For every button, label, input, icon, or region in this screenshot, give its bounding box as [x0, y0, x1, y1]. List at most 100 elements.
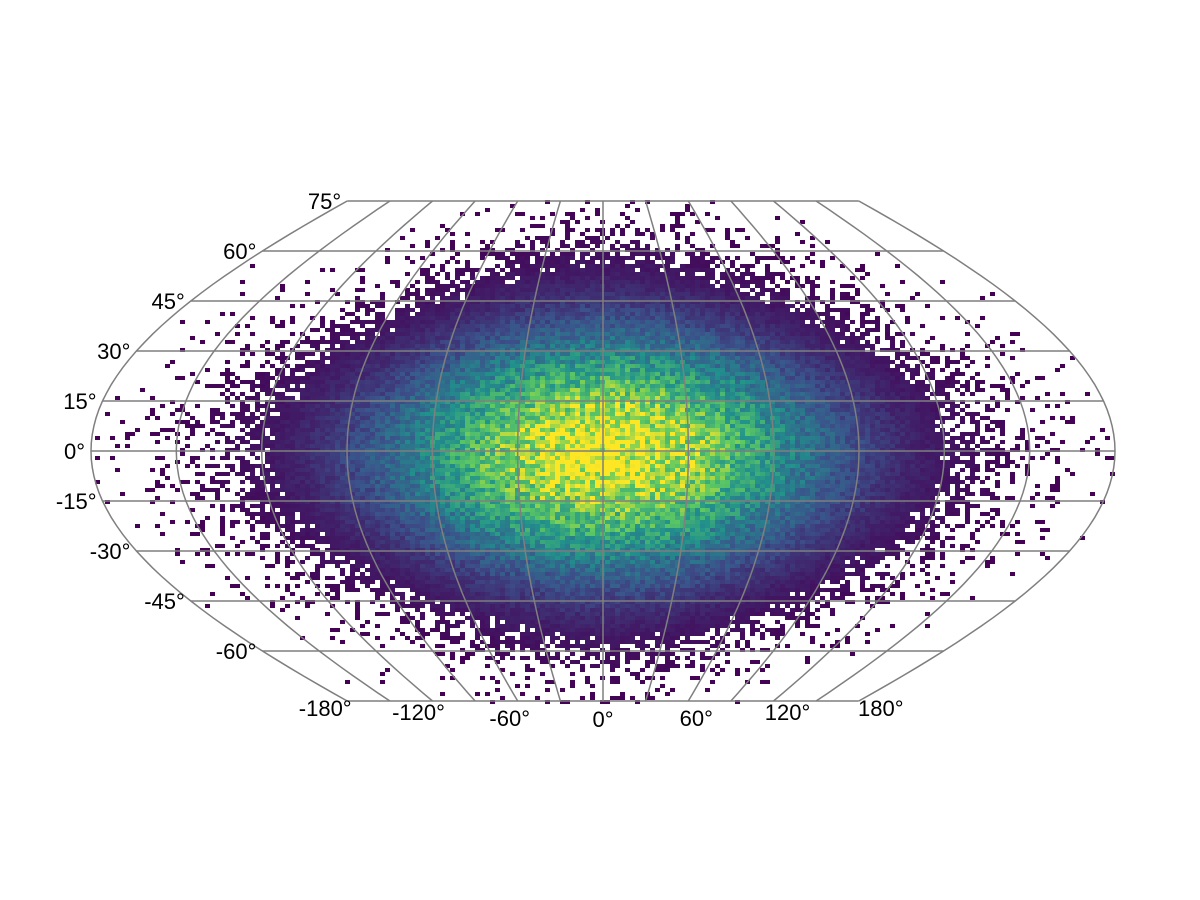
density-cell: [770, 356, 775, 360]
density-cell: [380, 408, 385, 412]
density-cell: [860, 276, 865, 280]
density-cell: [695, 280, 700, 284]
density-cell: [620, 336, 625, 340]
density-cell: [870, 356, 875, 360]
density-cell: [685, 300, 690, 304]
density-cell: [795, 388, 800, 392]
density-cell: [345, 416, 350, 420]
density-cell: [685, 280, 690, 284]
density-cell: [635, 244, 640, 248]
density-cell: [730, 308, 735, 312]
density-cell: [755, 280, 760, 284]
density-cell: [595, 324, 600, 328]
density-cell: [590, 356, 595, 360]
density-cell: [435, 404, 440, 408]
density-cell: [815, 396, 820, 400]
density-cell: [435, 368, 440, 372]
density-cell: [490, 364, 495, 368]
density-cell: [890, 420, 895, 424]
density-cell: [330, 408, 335, 412]
density-cell: [745, 356, 750, 360]
density-cell: [495, 348, 500, 352]
density-cell: [330, 348, 335, 352]
density-cell: [720, 292, 725, 296]
density-cell: [740, 320, 745, 324]
density-cell: [550, 312, 555, 316]
density-cell: [350, 356, 355, 360]
density-cell: [540, 280, 545, 284]
density-cell: [580, 260, 585, 264]
density-cell: [480, 376, 485, 380]
density-cell: [625, 284, 630, 288]
density-cell: [790, 376, 795, 380]
density-cell: [485, 300, 490, 304]
density-cell: [980, 296, 985, 300]
density-cell: [520, 292, 525, 296]
density-cell: [645, 276, 650, 280]
density-cell: [930, 408, 935, 412]
density-cell: [870, 320, 875, 324]
density-cell: [795, 376, 800, 380]
density-cell: [735, 416, 740, 420]
density-cell: [355, 372, 360, 376]
density-cell: [950, 360, 955, 364]
density-cell: [465, 244, 470, 248]
density-cell: [315, 372, 320, 376]
density-cell: [495, 356, 500, 360]
density-cell: [330, 404, 335, 408]
density-cell: [490, 304, 495, 308]
density-cell: [450, 300, 455, 304]
density-cell: [210, 384, 215, 388]
density-cell: [265, 420, 270, 424]
density-cell: [480, 420, 485, 424]
density-cell: [740, 344, 745, 348]
density-cell: [865, 364, 870, 368]
density-cell: [325, 328, 330, 332]
density-heatmap: [95, 200, 1115, 704]
density-cell: [570, 392, 575, 396]
density-cell: [300, 412, 305, 416]
density-cell: [340, 364, 345, 368]
density-cell: [760, 360, 765, 364]
density-cell: [465, 400, 470, 404]
density-cell: [570, 300, 575, 304]
density-cell: [355, 384, 360, 388]
density-cell: [320, 316, 325, 320]
density-cell: [505, 384, 510, 388]
density-cell: [540, 320, 545, 324]
density-cell: [475, 368, 480, 372]
density-cell: [870, 396, 875, 400]
density-cell: [790, 324, 795, 328]
density-cell: [410, 400, 415, 404]
density-cell: [275, 372, 280, 376]
density-cell: [685, 332, 690, 336]
density-cell: [190, 416, 195, 420]
density-cell: [890, 348, 895, 352]
density-cell: [670, 252, 675, 256]
density-cell: [575, 240, 580, 244]
density-cell: [640, 344, 645, 348]
density-cell: [810, 344, 815, 348]
density-cell: [580, 336, 585, 340]
density-cell: [530, 296, 535, 300]
density-cell: [960, 348, 965, 352]
density-cell: [720, 320, 725, 324]
density-cell: [745, 416, 750, 420]
density-cell: [615, 320, 620, 324]
density-cell: [345, 384, 350, 388]
density-cell: [180, 376, 185, 380]
density-cell: [495, 252, 500, 256]
density-cell: [635, 284, 640, 288]
density-cell: [265, 412, 270, 416]
density-cell: [770, 408, 775, 412]
density-cell: [550, 356, 555, 360]
density-cell: [455, 376, 460, 380]
density-cell: [670, 316, 675, 320]
density-cell: [355, 300, 360, 304]
density-cell: [680, 412, 685, 416]
density-cell: [825, 412, 830, 416]
density-cell: [355, 364, 360, 368]
density-cell: [535, 300, 540, 304]
density-cell: [725, 364, 730, 368]
density-cell: [505, 412, 510, 416]
